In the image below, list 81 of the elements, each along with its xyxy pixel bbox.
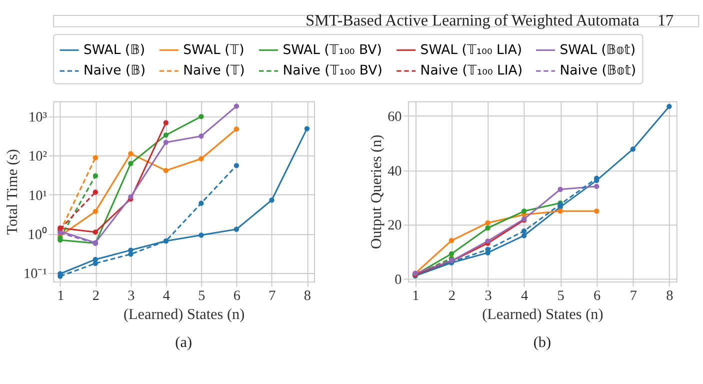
point [485,220,490,226]
point [485,225,490,231]
y-tick-label: 40 [388,163,402,180]
x-tick-label: 7 [268,288,276,304]
y-axis-title: Output Queries (n) [368,134,385,250]
point [594,184,600,189]
point [269,198,274,203]
point [234,126,240,132]
x-tick-label: 2 [92,288,100,304]
y-tick-label: 10⁻¹ [23,266,47,282]
point [234,162,240,168]
point [163,140,169,145]
x-tick-label: 5 [557,288,564,304]
x-tick-label: 2 [448,288,456,304]
point [558,208,563,214]
x-tick-label: 6 [233,288,240,304]
y-tick-label: 10¹ [28,188,47,204]
x-axis-title: (Learned) States (n) [123,306,245,324]
point [128,194,134,200]
x-tick-label: 8 [666,288,674,304]
point [630,146,636,152]
x-tick-label: 4 [162,288,170,304]
legend-label: SWAL (𝕋₁₀₀ LIA) [420,42,522,58]
point [128,252,134,257]
point [448,238,454,244]
legend-label: Naive (𝕋₁₀₀ LIA) [420,64,523,79]
point [92,208,98,214]
y-tick-label: 10³ [28,109,47,126]
point [92,260,98,266]
point [163,168,169,174]
point [521,228,527,234]
point [234,104,240,109]
point [304,126,310,132]
point [163,120,169,126]
point [92,190,98,195]
legend-label: Naive (𝕋) [183,64,245,79]
x-tick-label: 1 [57,288,64,304]
x-tick-label: 7 [630,288,637,304]
x-tick-label: 3 [484,288,492,304]
x-tick-label: 5 [198,288,206,304]
y-tick-label: 20 [388,218,402,234]
x-tick-label: 4 [520,288,528,304]
y-tick-label: 0 [394,272,402,288]
y-tick-label: 60 [388,108,402,125]
x-tick-label: 3 [128,288,135,304]
text: 17 [657,12,674,30]
y-axis-title: Total Time (s) [4,149,22,235]
point [521,233,527,238]
legend-label: SWAL (𝔹𝕠𝕥) [560,42,636,58]
text: SMT-Based Active Learning of Weighted Automata [306,12,640,30]
point [198,134,204,139]
point [92,229,98,235]
legend-label: SWAL (𝕋) [183,42,244,58]
point [521,208,527,214]
legend-label: Naive (𝕋₁₀₀ BV) [282,64,382,79]
x-tick-label: 1 [412,288,420,304]
point [92,155,98,160]
legend-label: SWAL (𝕋₁₀₀ BV) [282,42,382,58]
x-tick-label: 8 [304,288,312,304]
legend-label: SWAL (𝔹) [83,42,146,58]
point [163,132,169,138]
legend-label: Naive (𝔹) [83,64,146,79]
point [198,156,204,162]
x-axis-title: (Learned) States (n) [482,306,604,324]
point [558,186,563,192]
y-tick-label: 10⁰ [28,226,47,243]
y-tick-label: 10² [28,148,47,165]
point [234,226,240,232]
point [128,160,134,166]
point [92,173,98,178]
text: (a) [175,334,192,352]
point [198,114,204,120]
point [485,238,490,244]
point [128,151,134,156]
point [198,232,204,238]
point [666,104,672,110]
x-tick-label: 6 [594,288,601,304]
text: (b) [533,334,552,352]
legend-label: Naive (𝔹𝕠𝕥) [560,64,636,79]
point [594,208,600,214]
point [198,200,204,206]
